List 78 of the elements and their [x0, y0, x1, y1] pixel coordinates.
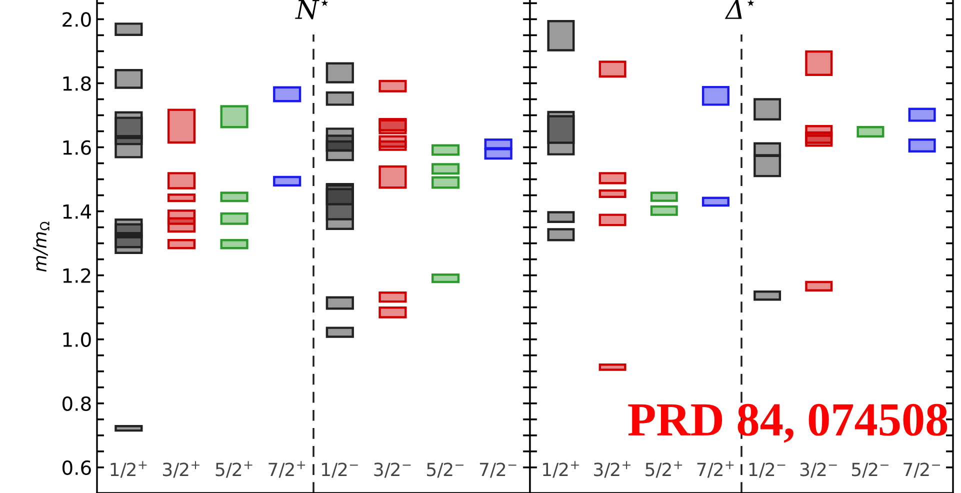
bar	[547, 115, 575, 156]
y-tick-label: 2.0	[62, 12, 91, 27]
bar	[650, 205, 678, 216]
bar	[650, 192, 678, 202]
bar	[220, 212, 248, 225]
bar	[908, 138, 936, 153]
bar	[220, 192, 248, 202]
x-tick-label: 5/2$^{−}$	[427, 462, 464, 478]
x-tick-label: 7/2$^{+}$	[268, 461, 306, 478]
bar	[273, 176, 302, 186]
bar	[754, 98, 782, 121]
x-tick-label: 1/2$^{+}$	[110, 461, 147, 478]
bar	[805, 280, 833, 292]
bar	[431, 163, 460, 175]
bar	[326, 91, 354, 106]
bar	[326, 326, 354, 338]
x-tick-label: 3/2$^{+}$	[594, 461, 630, 478]
y-tick-label: 1.0	[63, 332, 91, 347]
bar	[598, 172, 626, 184]
bar	[547, 228, 575, 242]
x-tick-label: 5/2$^{+}$	[646, 461, 682, 478]
bar	[220, 105, 248, 128]
bar	[856, 126, 884, 138]
y-axis-title: m/m$_{Ω}$	[33, 222, 50, 272]
bar	[598, 60, 626, 78]
x-tick-label: 7/2$^{−}$	[904, 462, 940, 478]
bar	[167, 217, 196, 233]
bar	[167, 194, 196, 202]
bar	[378, 165, 407, 189]
bar	[547, 211, 575, 223]
bar	[114, 424, 143, 432]
bar	[326, 62, 354, 84]
y-tick-label: 1.6	[63, 140, 91, 155]
y-tick-label: 1.8	[63, 76, 91, 91]
bar	[273, 86, 302, 102]
x-tick-label: 3/2$^{−}$	[800, 462, 837, 478]
bar	[378, 80, 407, 92]
bar	[598, 214, 626, 226]
bar	[598, 189, 626, 198]
x-tick-label: 7/2$^{+}$	[697, 461, 734, 478]
bar	[431, 144, 460, 156]
bar	[547, 20, 575, 52]
x-tick-label: 3/2$^{+}$	[163, 461, 200, 478]
bar	[378, 140, 407, 151]
y-tick-label: 0.8	[62, 396, 91, 412]
bar	[754, 154, 782, 178]
bar	[114, 22, 143, 36]
bar	[220, 238, 248, 250]
bar	[378, 291, 407, 303]
bar	[167, 172, 196, 190]
bar	[326, 184, 354, 230]
bar	[431, 274, 460, 284]
bar	[114, 134, 143, 158]
bar	[598, 364, 626, 371]
x-tick-label: 5/2$^{−}$	[852, 462, 888, 478]
annotation: PRD 84, 074508	[628, 404, 948, 443]
bar	[908, 108, 936, 122]
y-tick-label: 1.4	[63, 204, 92, 219]
bar	[378, 306, 407, 318]
bar	[114, 69, 143, 89]
bar	[754, 290, 782, 301]
bar	[167, 108, 196, 144]
x-tick-label: 1/2$^{−}$	[322, 462, 358, 478]
x-tick-label: 7/2$^{−}$	[480, 462, 516, 478]
bar	[431, 176, 460, 189]
bar	[326, 140, 354, 152]
y-tick-label: 1.2	[63, 268, 90, 283]
x-tick-label: 1/2$^{+}$	[543, 461, 579, 478]
x-tick-label: 1/2$^{−}$	[749, 462, 786, 478]
bar	[484, 148, 512, 160]
bar	[702, 86, 730, 106]
x-tick-label: 5/2$^{+}$	[216, 461, 252, 478]
bar	[805, 50, 833, 76]
y-tick-label: 0.6	[62, 460, 91, 476]
bar	[167, 238, 196, 250]
bar	[702, 196, 730, 207]
bar	[326, 296, 354, 310]
x-tick-label: 3/2$^{−}$	[374, 462, 411, 478]
